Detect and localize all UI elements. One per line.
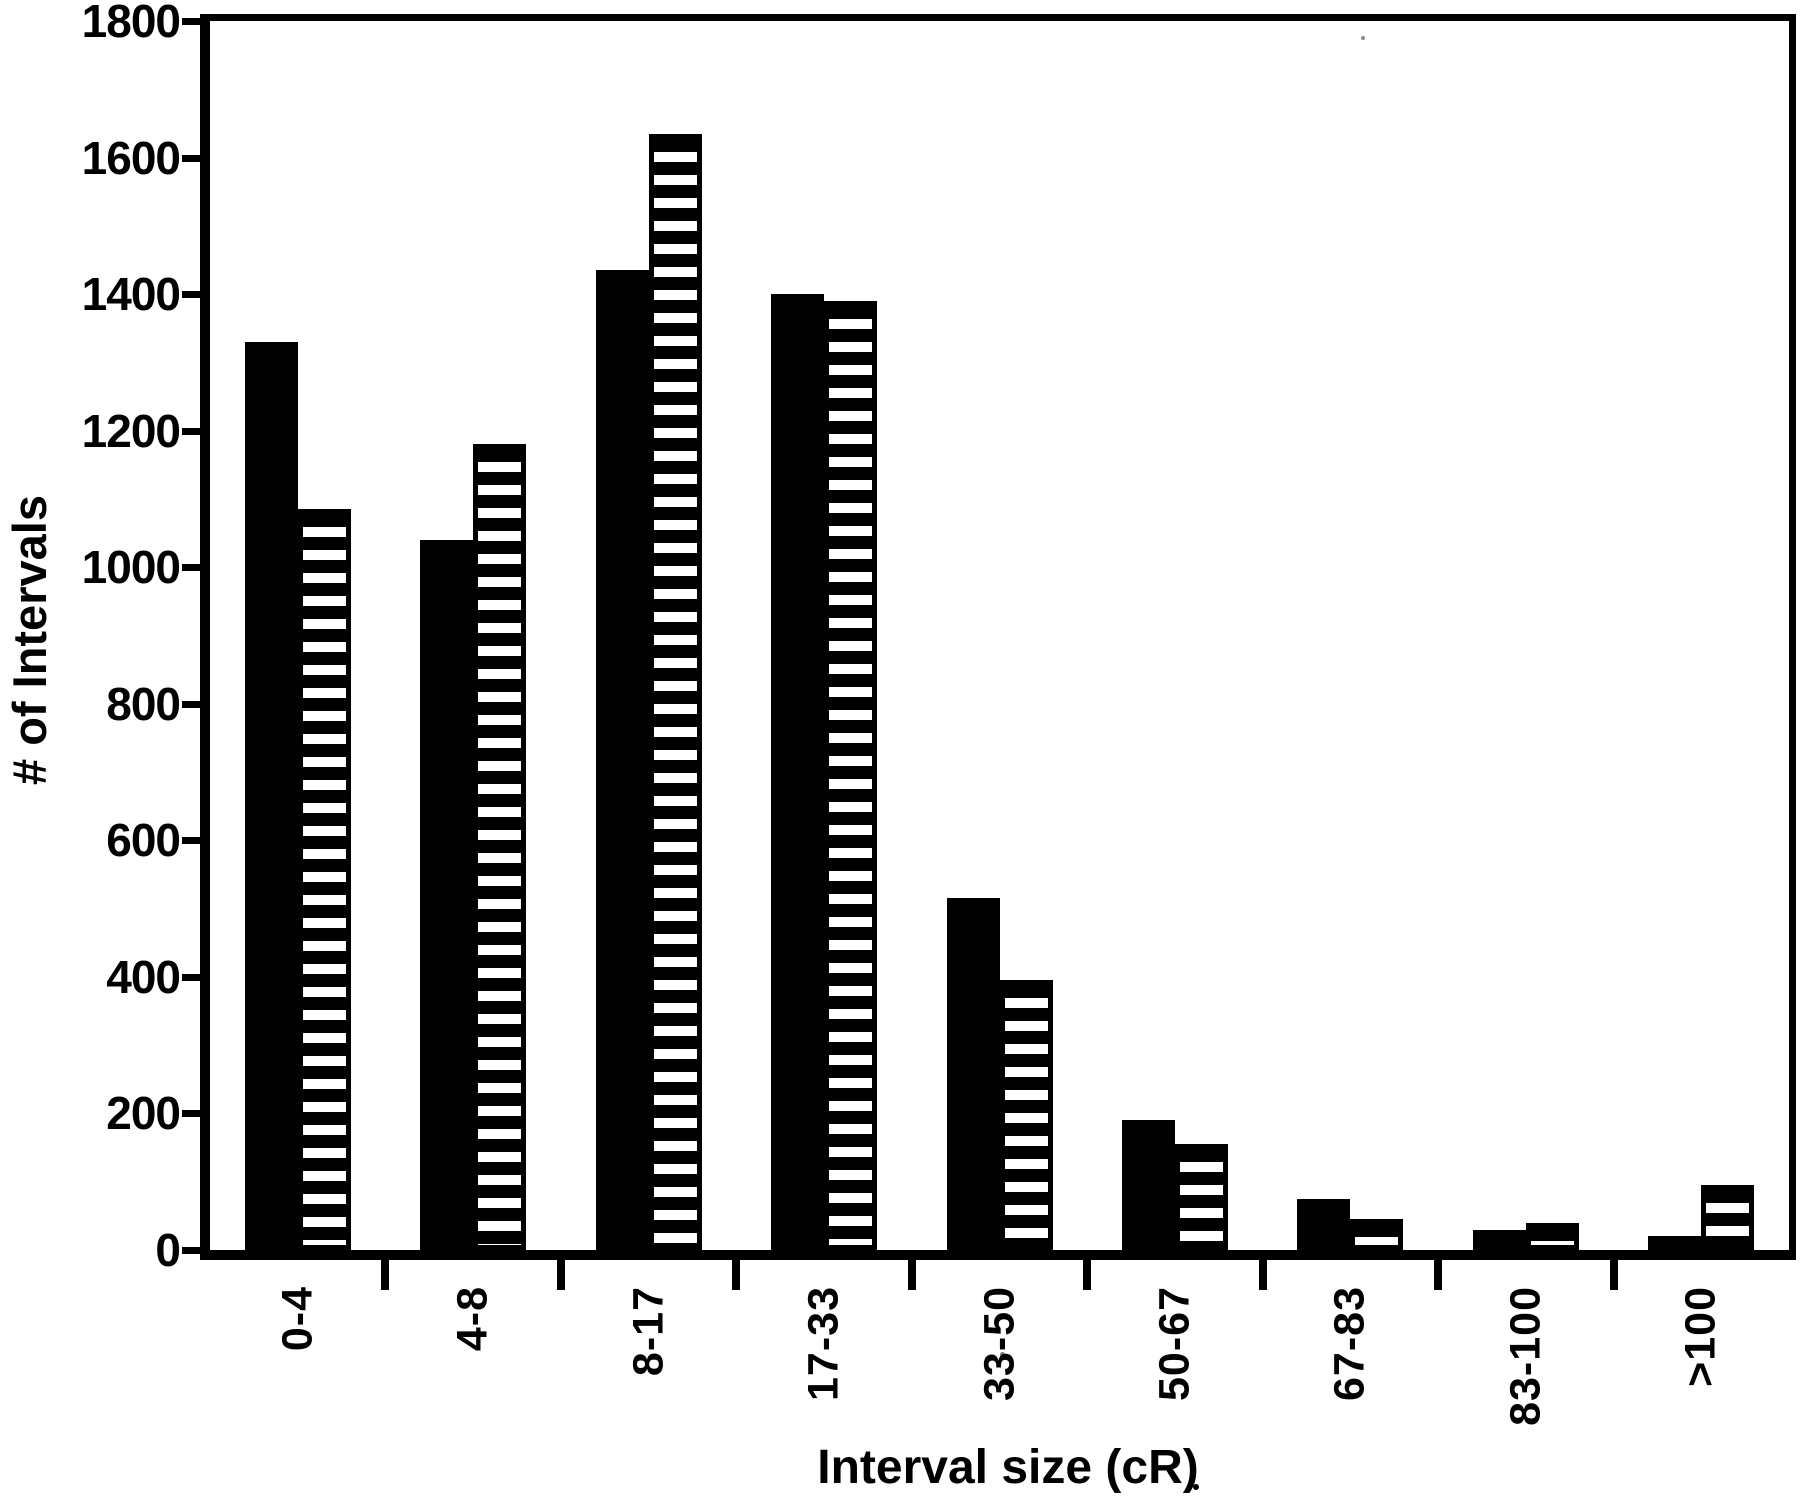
bar-striped-50-67 (1175, 1144, 1228, 1250)
plot-area (200, 14, 1796, 1260)
y-tick-label-1800: 1800 (81, 0, 181, 47)
scan-artifact-dot (1193, 1484, 1199, 1490)
bar-striped-8-17 (649, 134, 702, 1250)
x-tick-label-0-4: 0-4 (273, 1286, 322, 1352)
y-axis-tick (182, 428, 200, 435)
scan-artifact-dot (1000, 1352, 1005, 1357)
bar-solid-67-83 (1297, 1199, 1350, 1250)
bar-solid-17-33 (771, 294, 824, 1250)
y-axis-title: # of Intervals (3, 495, 56, 785)
bar-striped-33-50 (1000, 980, 1053, 1250)
y-tick-label-600: 600 (106, 814, 181, 866)
x-tick-label-50-67: 50-67 (1150, 1286, 1199, 1401)
scan-artifact-dot (1361, 36, 1365, 40)
bar-solid-50-67 (1122, 1120, 1175, 1250)
bar-striped-83-100 (1526, 1223, 1579, 1250)
y-axis-tick (182, 291, 200, 298)
y-tick-label-800: 800 (106, 678, 181, 730)
y-axis-tick (182, 1247, 200, 1254)
x-tick-label-33-50: 33-50 (975, 1286, 1024, 1401)
bar-striped-67-83 (1350, 1219, 1403, 1250)
x-tick-label->100: >100 (1676, 1286, 1725, 1387)
y-tick-label-400: 400 (106, 951, 181, 1003)
y-tick-label-0: 0 (155, 1224, 181, 1276)
x-tick-label-83-100: 83-100 (1501, 1286, 1550, 1426)
x-axis-tick (381, 1256, 389, 1290)
x-tick-label-4-8: 4-8 (448, 1286, 497, 1352)
bar-solid->100 (1648, 1236, 1701, 1250)
x-axis-tick (732, 1256, 740, 1290)
bar-striped-0-4 (298, 509, 351, 1250)
x-axis-tick (1259, 1256, 1267, 1290)
bar-striped-17-33 (824, 301, 877, 1250)
y-axis-tick (182, 564, 200, 571)
x-tick-label-8-17: 8-17 (624, 1286, 673, 1377)
y-axis-tick (182, 701, 200, 708)
y-axis-tick (182, 1110, 200, 1117)
x-axis-tick (1434, 1256, 1442, 1290)
bar-solid-33-50 (947, 898, 1000, 1250)
y-tick-label-1600: 1600 (81, 132, 181, 184)
y-axis-tick (182, 837, 200, 844)
bar-solid-8-17 (596, 270, 649, 1250)
y-tick-label-1000: 1000 (81, 541, 181, 593)
y-tick-label-1200: 1200 (81, 405, 181, 457)
y-axis-tick (182, 974, 200, 981)
bar-solid-0-4 (245, 342, 298, 1250)
bar-striped->100 (1701, 1185, 1754, 1250)
x-axis-title: Interval size (cR) (817, 1441, 1199, 1494)
y-tick-label-1400: 1400 (81, 268, 181, 320)
x-tick-label-17-33: 17-33 (799, 1286, 848, 1401)
y-axis-tick (182, 18, 200, 25)
bar-solid-83-100 (1473, 1230, 1526, 1250)
x-axis-tick (557, 1256, 565, 1290)
y-tick-label-200: 200 (106, 1087, 181, 1139)
x-axis-tick (908, 1256, 916, 1290)
x-tick-label-67-83: 67-83 (1325, 1286, 1374, 1401)
bar-solid-4-8 (420, 540, 473, 1250)
x-axis-tick (1610, 1256, 1618, 1290)
y-axis-tick (182, 155, 200, 162)
bar-striped-4-8 (473, 444, 526, 1250)
x-axis-tick (1083, 1256, 1091, 1290)
